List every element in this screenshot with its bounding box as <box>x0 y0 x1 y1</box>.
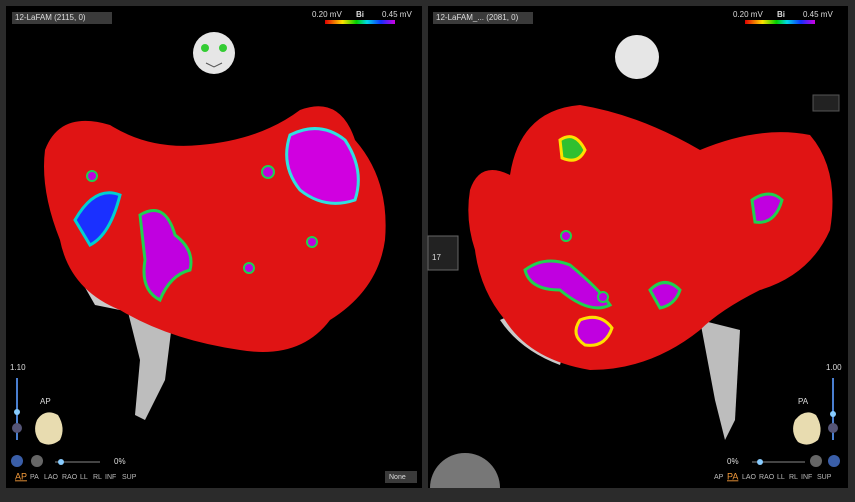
face-mouth <box>205 62 223 68</box>
opacity-value: 0% <box>727 457 739 466</box>
mini-toolbar[interactable] <box>812 94 840 112</box>
zoom-button[interactable] <box>12 423 22 433</box>
low-voltage-spot <box>243 262 255 274</box>
zoom-button[interactable] <box>828 423 838 433</box>
low-voltage-spot <box>261 165 275 179</box>
low-voltage-area <box>648 281 682 310</box>
view-button[interactable]: AP <box>15 471 27 481</box>
map-dropdown[interactable] <box>12 12 112 24</box>
scale-min: 0.20 mV <box>312 10 342 19</box>
view-button[interactable]: SUP <box>817 474 832 481</box>
view-button[interactable]: PA <box>727 471 738 481</box>
map-name: 12-LaFAM_... (2081, 0) <box>436 13 519 22</box>
low-voltage-area <box>138 209 193 303</box>
low-voltage-area <box>574 315 614 347</box>
view-button[interactable]: SUP <box>122 474 137 481</box>
low-voltage-spot <box>560 230 572 242</box>
rotate-button[interactable] <box>11 455 23 467</box>
view-button[interactable]: AP <box>714 474 724 481</box>
color-scale <box>325 20 395 24</box>
view-button[interactable]: RAO <box>62 474 78 481</box>
rotate-button[interactable] <box>828 455 840 467</box>
low-voltage-area <box>558 135 587 162</box>
scale-max: 0.45 mV <box>803 10 833 19</box>
orientation-label: PA <box>798 397 809 406</box>
voltage-map <box>468 105 833 370</box>
orientation-face <box>193 32 235 74</box>
face-eye <box>219 44 227 52</box>
opacity-handle[interactable] <box>757 459 763 465</box>
view-button[interactable]: INF <box>801 474 812 481</box>
opacity-handle[interactable] <box>58 459 64 465</box>
scale-min: 0.20 mV <box>733 10 763 19</box>
orientation-face <box>615 35 659 79</box>
counter: 17 <box>432 253 441 262</box>
view-button[interactable]: RL <box>789 474 798 481</box>
anatomy-gray <box>700 320 740 440</box>
zoom-value: 1.00 <box>826 363 842 372</box>
view-button[interactable]: LAO <box>742 474 757 481</box>
view-button[interactable]: PA <box>30 474 39 481</box>
view-button[interactable]: RAO <box>759 474 775 481</box>
view-button[interactable]: RL <box>93 474 102 481</box>
map-dropdown[interactable] <box>433 12 533 24</box>
color-scale <box>745 20 815 24</box>
scale-label: Bi <box>777 10 785 19</box>
zoom-handle[interactable] <box>830 411 836 417</box>
view-button[interactable]: INF <box>105 474 116 481</box>
opacity-value: 0% <box>114 457 126 466</box>
low-voltage-area <box>285 127 360 205</box>
low-voltage-spot <box>86 170 98 182</box>
view-button[interactable]: LL <box>777 474 785 481</box>
map-name: 12-LaFAM (2115, 0) <box>15 13 86 22</box>
dropdown-value: None <box>389 474 406 481</box>
center-tool[interactable] <box>427 235 459 271</box>
zoom-value: 1.10 <box>10 363 26 372</box>
dropdown[interactable] <box>385 471 417 483</box>
view-button[interactable]: LAO <box>44 474 59 481</box>
low-voltage-area <box>523 259 613 310</box>
low-voltage-spot <box>306 236 318 248</box>
scale-label: Bi <box>356 10 364 19</box>
low-voltage-area <box>750 192 784 224</box>
heart-icon <box>793 412 821 445</box>
heart-icon <box>35 412 63 445</box>
zoom-handle[interactable] <box>14 409 20 415</box>
scale-max: 0.45 mV <box>382 10 412 19</box>
low-voltage-area <box>73 191 122 247</box>
toggle-button[interactable] <box>31 455 43 467</box>
navigation-dial[interactable] <box>430 453 500 488</box>
low-voltage-spot <box>597 291 609 303</box>
orientation-label: AP <box>40 397 51 406</box>
face-eye <box>201 44 209 52</box>
view-button[interactable]: LL <box>80 474 88 481</box>
toggle-button[interactable] <box>810 455 822 467</box>
